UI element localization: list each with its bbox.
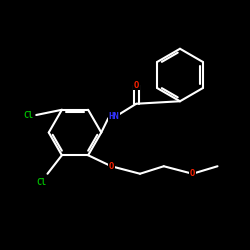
Text: Cl: Cl [36,178,46,187]
Text: Cl: Cl [24,110,34,120]
Text: O: O [190,169,195,178]
Text: HN: HN [108,112,119,121]
Text: O: O [134,80,139,90]
Text: O: O [108,162,114,171]
